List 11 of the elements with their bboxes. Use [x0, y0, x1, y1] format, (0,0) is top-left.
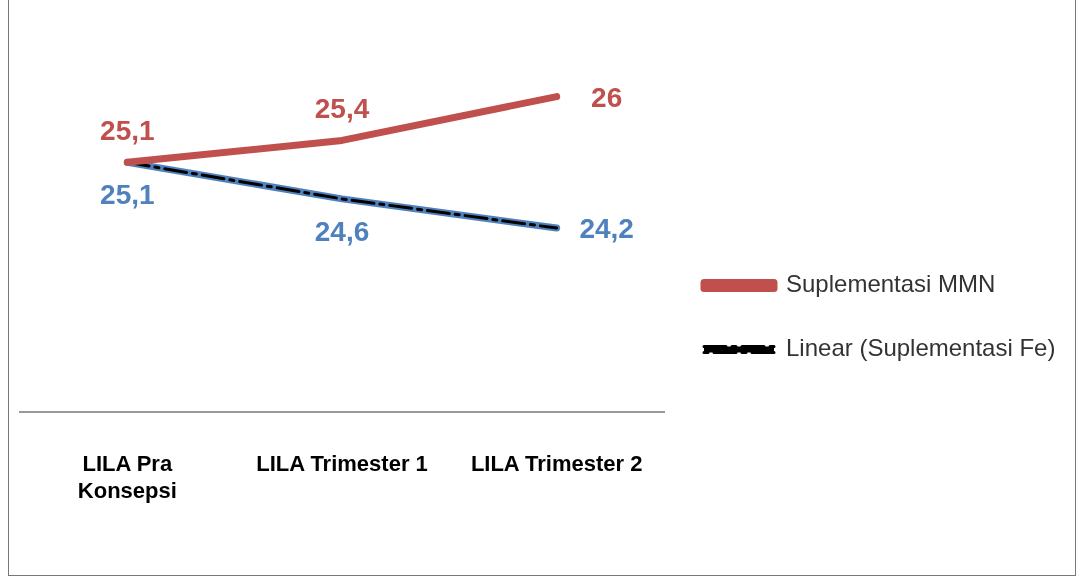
data-label: 24,2	[579, 213, 634, 245]
data-label: 25,4	[314, 93, 370, 125]
legend-label: Linear (Suplementasi Fe)	[786, 334, 1056, 362]
data-label: 24,6	[314, 215, 370, 247]
data-label: 25,1	[100, 179, 155, 211]
x-tick-label: LILA Trimester 2	[470, 451, 643, 477]
data-label: 26	[591, 81, 623, 113]
x-tick-label: LILA Trimester 1	[256, 451, 428, 477]
legend-label: Suplementasi MMN	[786, 270, 996, 298]
data-label: 25,1	[100, 115, 155, 147]
x-tick-label: LILA Pra Konsepsi	[77, 451, 177, 503]
